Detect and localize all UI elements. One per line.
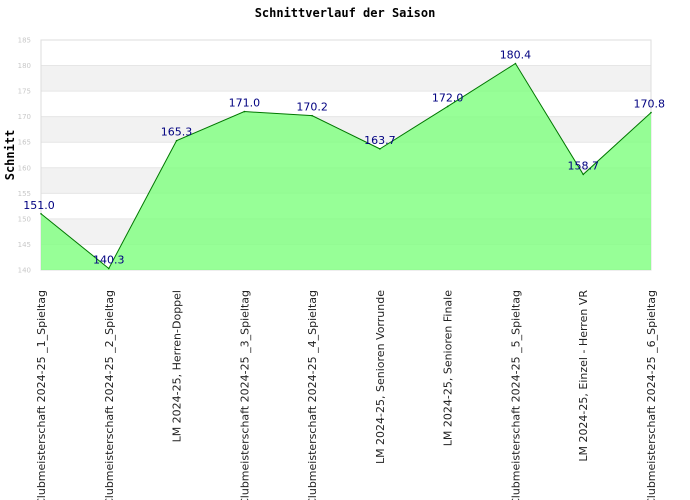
x-tick-label: LM 2024-25, Einzel - Herren VR — [577, 290, 590, 462]
data-point — [514, 62, 517, 65]
y-tick-label: 165 — [18, 139, 31, 147]
x-tick-label: Clubmeisterschaft 2024-25 _2_Spieltag — [103, 290, 116, 500]
y-tick-label: 145 — [18, 241, 31, 249]
y-tick-label: 140 — [18, 267, 31, 275]
x-tick-label: LM 2024-25, Herren-Doppel — [171, 290, 184, 442]
y-tick-label: 175 — [18, 88, 31, 96]
x-tick-label: Clubmeisterschaft 2024-25 _1_Spieltag — [35, 290, 48, 500]
data-label: 171.0 — [229, 97, 261, 110]
data-label: 158.7 — [567, 159, 599, 172]
grid-band — [41, 65, 651, 92]
series-group — [40, 62, 652, 271]
data-point — [243, 110, 246, 113]
data-point — [446, 105, 449, 108]
y-axis-ticks: 140 145 150 155 160 165 170 175 180 185 — [18, 37, 31, 275]
series-line — [40, 62, 652, 270]
x-tick-label: LM 2024-25, Senioren Vorrunde — [374, 290, 387, 464]
x-tick-label: Clubmeisterschaft 2024-25 _6_Spieltag — [645, 290, 658, 500]
y-tick-label: 160 — [18, 164, 31, 172]
data-point — [107, 267, 110, 270]
data-label: 165.3 — [161, 126, 193, 139]
area-fill — [41, 63, 651, 271]
x-axis-ticks: Clubmeisterschaft 2024-25 _1_Spieltag Clu… — [35, 290, 658, 500]
data-label: 163.7 — [364, 134, 396, 147]
data-label: 170.8 — [634, 98, 666, 111]
data-label: 172.0 — [432, 91, 464, 104]
data-label: 151.0 — [23, 199, 55, 212]
y-tick-label: 185 — [18, 37, 31, 45]
data-label: 140.3 — [93, 253, 125, 266]
data-point — [311, 114, 313, 117]
y-tick-label: 155 — [18, 190, 31, 198]
data-point — [379, 148, 381, 150]
x-tick-label: Clubmeisterschaft 2024-25 _4_Spieltag — [306, 290, 319, 500]
data-point — [40, 212, 42, 215]
x-tick-label: Clubmeisterschaft 2024-25 _5_Spieltag — [509, 290, 522, 500]
chart-title: Schnittverlauf der Saison — [255, 6, 436, 20]
y-tick-label: 170 — [18, 113, 31, 121]
data-label: 180.4 — [500, 49, 532, 62]
y-axis-label: Schnitt — [3, 130, 17, 181]
data-point — [175, 139, 178, 142]
data-point — [582, 173, 585, 176]
x-tick-label: LM 2024-25, Senioren Finale — [442, 290, 455, 446]
y-tick-label: 180 — [18, 62, 31, 70]
data-labels: 151.0 140.3 165.3 171.0 170.2 163.7 172.0 180.4… — [23, 49, 665, 267]
data-label: 170.2 — [296, 101, 328, 114]
y-tick-label: 150 — [18, 215, 31, 223]
x-tick-label: Clubmeisterschaft 2024-25 _3_Spieltag — [238, 290, 251, 500]
data-point — [650, 111, 652, 114]
